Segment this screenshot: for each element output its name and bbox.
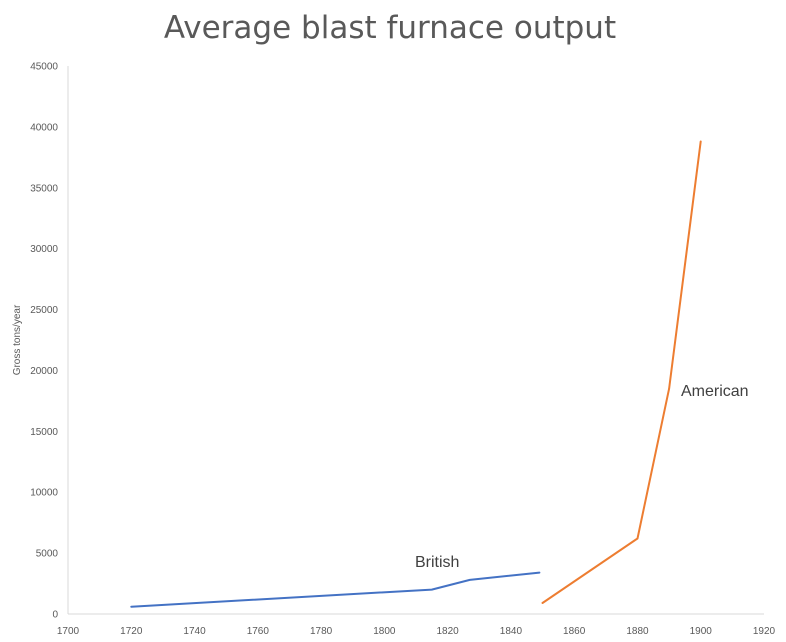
- x-tick-label: 1900: [690, 626, 713, 637]
- x-tick-label: 1700: [57, 626, 80, 637]
- y-tick-label: 45000: [30, 62, 58, 73]
- x-tick-label: 1760: [247, 626, 270, 637]
- x-tick-label: 1720: [120, 626, 143, 637]
- y-axis-label: Gross tons/year: [12, 304, 23, 375]
- x-tick-label: 1920: [753, 626, 776, 637]
- x-tick-labels: 1700 1720 1740 1760 1780 1800 1820 1840 1860 1880…: [57, 626, 776, 637]
- series-line-british: [130, 571, 541, 608]
- y-tick-label: 0: [52, 610, 58, 621]
- chart-title: Average blast furnace output: [164, 10, 616, 46]
- series-lines: [130, 140, 702, 608]
- y-tick-label: 40000: [30, 122, 58, 133]
- y-tick-label: 35000: [30, 183, 58, 194]
- x-tick-label: 1840: [500, 626, 523, 637]
- y-tick-label: 10000: [30, 488, 58, 499]
- series-label-american: American: [681, 383, 749, 400]
- y-tick-label: 5000: [36, 549, 59, 560]
- x-tick-label: 1780: [310, 626, 333, 637]
- y-tick-labels: 0 5000 10000 15000 20000 25000 30000 35000 40000…: [30, 62, 58, 621]
- series-labels: British American: [415, 383, 749, 571]
- y-tick-label: 20000: [30, 366, 58, 377]
- x-tick-label: 1820: [437, 626, 460, 637]
- y-tick-label: 15000: [30, 427, 58, 438]
- x-tick-label: 1860: [563, 626, 586, 637]
- x-tick-label: 1740: [183, 626, 206, 637]
- x-tick-label: 1800: [373, 626, 396, 637]
- series-label-british: British: [415, 554, 459, 571]
- x-tick-label: 1880: [626, 626, 649, 637]
- y-tick-label: 25000: [30, 305, 58, 316]
- y-tick-label: 30000: [30, 244, 58, 255]
- series-line-american: [541, 140, 702, 604]
